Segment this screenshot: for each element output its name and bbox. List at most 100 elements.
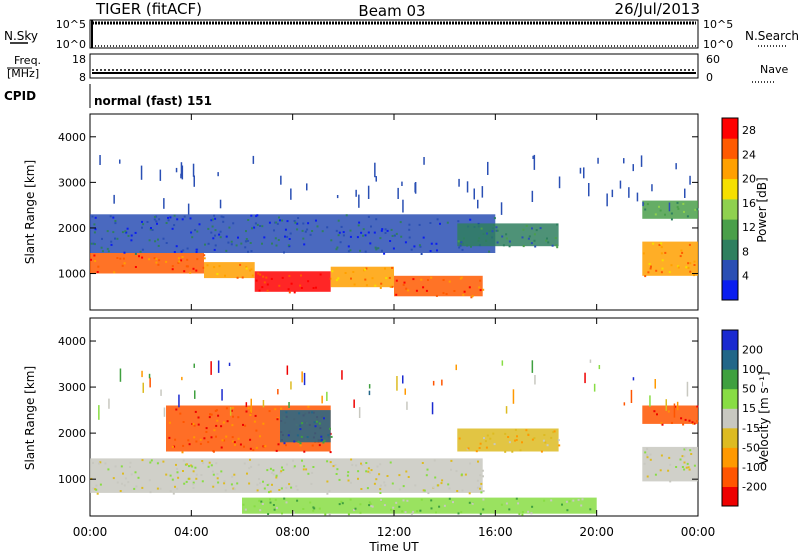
velocity-echo-speckle	[486, 434, 489, 437]
power-echo-speckle	[468, 286, 471, 289]
power-echo-speckle	[374, 284, 377, 287]
power-echo-speckle	[508, 245, 511, 248]
power-echo-speckle	[391, 266, 394, 269]
power-echo-speckle	[479, 279, 482, 282]
power-echo-speckle	[246, 239, 249, 242]
power-echo-speckle	[180, 259, 183, 262]
power-echo-speckle	[463, 290, 466, 293]
power-echo-speckle	[501, 235, 504, 238]
velocity-echo-speckle	[302, 468, 305, 471]
power-echo-speckle	[154, 240, 157, 243]
power-echo-speckle	[350, 277, 352, 280]
power-echo-speckle	[315, 219, 317, 222]
velocity-echo-speckle	[98, 462, 101, 465]
power-scatter-streak	[642, 201, 644, 207]
power-echo-speckle	[461, 248, 464, 251]
power-echo-speckle	[420, 253, 423, 255]
velocity-echo-speckle	[515, 497, 518, 500]
power-echo-speckle	[250, 214, 253, 217]
velocity-echo-speckle	[255, 446, 258, 449]
power-echo-speckle	[195, 251, 198, 253]
velocity-scatter-streak	[341, 370, 343, 380]
velocity-echo-speckle	[107, 468, 110, 471]
velocity-scatter-streak	[665, 399, 667, 411]
velocity-echo-speckle	[267, 513, 270, 515]
power-scatter-streak	[414, 182, 417, 194]
velocity-echo-speckle	[149, 491, 152, 494]
power-echo-speckle	[380, 282, 383, 285]
power-echo-speckle	[685, 266, 688, 269]
velocity-echo-speckle	[359, 503, 362, 506]
power-echo-speckle	[660, 246, 663, 249]
velocity-echo-speckle	[504, 450, 507, 453]
velocity-echo-speckle	[205, 431, 208, 433]
power-echo-speckle	[265, 276, 268, 279]
velocity-echo-speckle	[669, 480, 672, 483]
velocity-echo-speckle	[280, 470, 283, 473]
velocity-echo-speckle	[482, 498, 485, 501]
power-echo-speckle	[189, 217, 192, 220]
cpid-value: normal (fast) 151	[94, 94, 212, 108]
power-echo-speckle	[410, 248, 413, 251]
velocity-echo-speckle	[223, 480, 226, 483]
velocity-echo-speckle	[354, 507, 357, 510]
power-echo-speckle	[91, 215, 94, 218]
power-echo-speckle	[222, 216, 225, 219]
power-echo-speckle	[257, 272, 260, 275]
power-echo-speckle	[130, 234, 133, 237]
velocity-echo-speckle	[195, 473, 198, 476]
power-echo-speckle	[93, 223, 96, 226]
x-tick-label: 00:00	[73, 525, 108, 539]
velocity-scatter-streak	[455, 364, 457, 371]
velocity-echo-speckle	[209, 413, 211, 416]
velocity-echo-speckle	[303, 465, 306, 468]
power-echo-speckle	[661, 267, 664, 270]
power-echo-speckle	[335, 279, 338, 282]
velocity-echo-speckle	[432, 486, 435, 489]
power-colorbar-tick-label: 12	[742, 221, 756, 234]
power-echo-speckle	[214, 234, 216, 237]
power-echo-speckle	[527, 237, 530, 240]
velocity-echo-speckle	[269, 490, 272, 493]
power-echo-speckle	[425, 289, 428, 292]
power-echo-speckle	[338, 231, 341, 234]
power-echo-speckle	[222, 220, 225, 223]
velocity-echo-speckle	[406, 499, 409, 502]
velocity-echo-speckle	[310, 482, 313, 485]
velocity-echo-speckle	[237, 437, 240, 440]
velocity-echo-speckle	[272, 504, 275, 506]
velocity-echo-speckle	[420, 498, 423, 501]
power-echo-speckle	[418, 223, 421, 226]
velocity-echo-speckle	[193, 436, 196, 439]
velocity-echo-speckle	[120, 465, 123, 468]
power-echo-speckle	[119, 257, 122, 260]
velocity-echo-speckle	[192, 486, 195, 489]
power-y-tick-label: 2000	[58, 222, 86, 235]
power-echo-speckle	[211, 225, 214, 228]
velocity-echo-speckle	[376, 465, 379, 468]
velocity-colorbar-swatch	[722, 388, 738, 409]
velocity-echo-speckle	[237, 416, 240, 419]
power-echo-speckle	[279, 219, 281, 222]
velocity-echo-speckle	[207, 441, 210, 444]
power-echo-speckle	[148, 258, 151, 261]
velocity-echo-speckle	[646, 454, 649, 457]
power-scatter-streak	[640, 155, 643, 167]
power-echo-speckle	[110, 240, 113, 243]
velocity-echo-speckle	[320, 438, 323, 441]
velocity-echo-speckle	[433, 459, 436, 462]
power-echo-speckle	[288, 291, 291, 294]
power-echo-speckle	[356, 236, 359, 239]
power-echo-speckle	[167, 219, 170, 222]
power-echo-speckle	[139, 250, 142, 253]
velocity-echo-speckle	[203, 437, 206, 440]
velocity-echo-speckle	[515, 439, 518, 441]
power-echo-speckle	[408, 236, 411, 239]
power-scatter-streak	[401, 181, 403, 186]
power-scatter-streak	[175, 167, 178, 173]
power-scatter-streak	[628, 187, 630, 198]
power-echo-speckle	[237, 236, 239, 239]
velocity-echo-speckle	[301, 459, 303, 462]
power-echo-speckle	[502, 244, 505, 247]
velocity-scatter-streak	[402, 375, 404, 384]
